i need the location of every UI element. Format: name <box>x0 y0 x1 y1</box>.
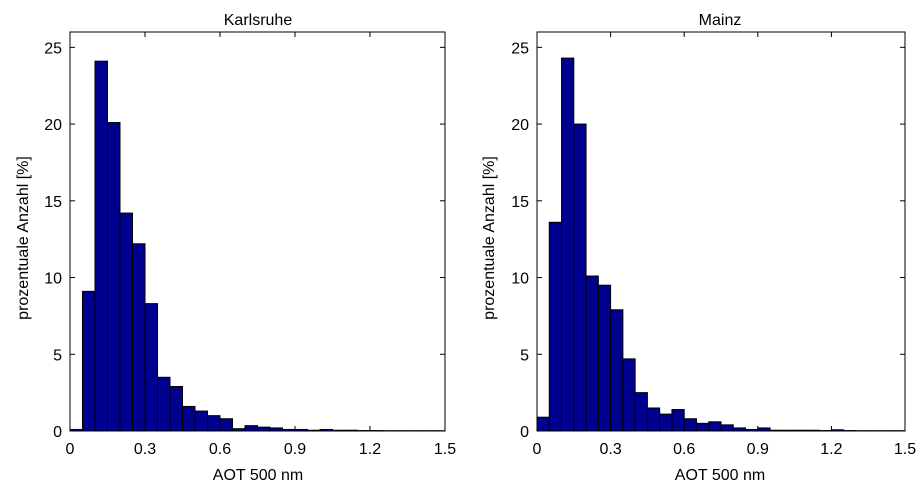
mainz-ytick-label: 5 <box>520 347 529 364</box>
mainz-xtick-label: 0.9 <box>747 441 769 458</box>
karlsruhe-bar <box>208 416 221 431</box>
mainz-ytick-label: 25 <box>511 40 529 57</box>
karlsruhe-panel: Karlsruhe AOT 500 nm prozentuale Anzahl … <box>15 12 456 484</box>
karlsruhe-xtick-label: 0.9 <box>284 441 306 458</box>
mainz-xtick-label: 0.6 <box>673 441 695 458</box>
karlsruhe-xtick-label: 0.3 <box>134 441 156 458</box>
mainz-bar <box>537 417 549 431</box>
karlsruhe-bar <box>245 426 258 431</box>
karlsruhe-xtick-label: 1.5 <box>434 441 456 458</box>
mainz-panel: Mainz AOT 500 nm prozentuale Anzahl [%] … <box>481 12 916 484</box>
karlsruhe-bar <box>170 387 183 432</box>
mainz-ytick-label: 10 <box>511 271 529 288</box>
karlsruhe-bar <box>133 244 146 431</box>
karlsruhe-bar <box>183 406 196 431</box>
mainz-bar <box>660 414 672 431</box>
karlsruhe-xtick-label: 0.6 <box>209 441 231 458</box>
mainz-xlabel: AOT 500 nm <box>675 467 765 484</box>
karlsruhe-ytick-label: 10 <box>44 271 62 288</box>
karlsruhe-xtick-label: 0 <box>66 441 75 458</box>
karlsruhe-bar <box>145 304 158 431</box>
mainz-bar <box>611 310 623 431</box>
karlsruhe-ytick-label: 15 <box>44 194 62 211</box>
mainz-xtick-label: 0 <box>533 441 542 458</box>
mainz-bar <box>549 222 561 431</box>
karlsruhe-bar <box>158 377 171 431</box>
karlsruhe-bar <box>195 411 208 431</box>
karlsruhe-bar <box>120 213 133 431</box>
karlsruhe-ylabel: prozentuale Anzahl [%] <box>15 156 32 320</box>
karlsruhe-title: Karlsruhe <box>224 12 293 29</box>
mainz-bar <box>684 419 696 431</box>
mainz-bar <box>635 393 647 431</box>
mainz-ytick-label: 20 <box>511 117 529 134</box>
mainz-bar <box>562 58 574 431</box>
mainz-title: Mainz <box>699 12 742 29</box>
mainz-xtick-label: 0.3 <box>599 441 621 458</box>
mainz-xtick-label: 1.5 <box>894 441 916 458</box>
karlsruhe-bar <box>95 61 108 431</box>
mainz-bar <box>696 423 708 431</box>
karlsruhe-xtick-label: 1.2 <box>359 441 381 458</box>
mainz-bar <box>672 410 684 431</box>
karlsruhe-ytick-label: 5 <box>53 347 62 364</box>
mainz-bar <box>647 408 659 431</box>
karlsruhe-ytick-label: 0 <box>53 424 62 441</box>
karlsruhe-bar <box>108 123 121 431</box>
karlsruhe-xlabel: AOT 500 nm <box>213 467 303 484</box>
mainz-bar <box>574 124 586 431</box>
mainz-bar <box>586 276 598 431</box>
karlsruhe-bar <box>220 419 233 431</box>
mainz-bar <box>598 285 610 431</box>
mainz-ylabel: prozentuale Anzahl [%] <box>481 156 498 320</box>
karlsruhe-bar <box>258 427 271 431</box>
mainz-bar <box>721 425 733 431</box>
karlsruhe-bar <box>83 291 96 431</box>
karlsruhe-ytick-label: 25 <box>44 40 62 57</box>
mainz-xtick-label: 1.2 <box>820 441 842 458</box>
mainz-ytick-label: 0 <box>520 424 529 441</box>
mainz-ytick-label: 15 <box>511 194 529 211</box>
mainz-bar <box>709 422 721 431</box>
mainz-bar <box>623 359 635 431</box>
karlsruhe-ytick-label: 20 <box>44 117 62 134</box>
